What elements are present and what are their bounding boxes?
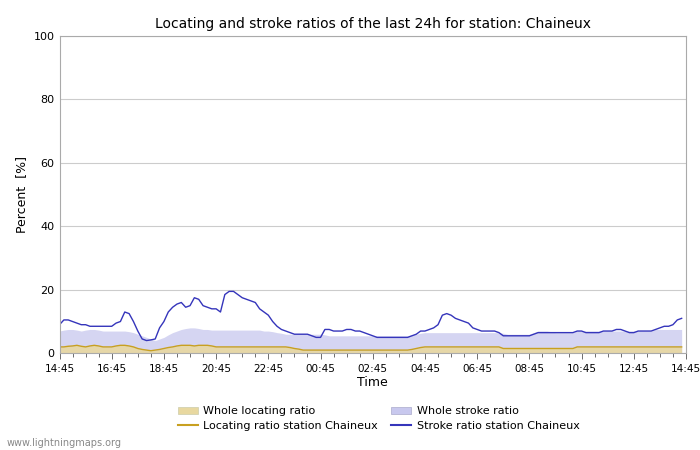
X-axis label: Time: Time (358, 377, 388, 389)
Text: www.lightningmaps.org: www.lightningmaps.org (7, 437, 122, 447)
Title: Locating and stroke ratios of the last 24h for station: Chaineux: Locating and stroke ratios of the last 2… (155, 17, 591, 31)
Y-axis label: Percent  [%]: Percent [%] (15, 156, 28, 233)
Legend: Whole locating ratio, Locating ratio station Chaineux, Whole stroke ratio, Strok: Whole locating ratio, Locating ratio sta… (178, 406, 580, 431)
